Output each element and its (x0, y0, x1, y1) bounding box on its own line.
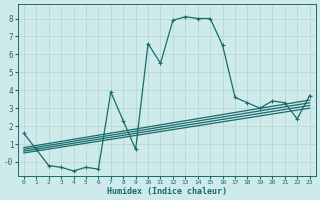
X-axis label: Humidex (Indice chaleur): Humidex (Indice chaleur) (107, 187, 227, 196)
